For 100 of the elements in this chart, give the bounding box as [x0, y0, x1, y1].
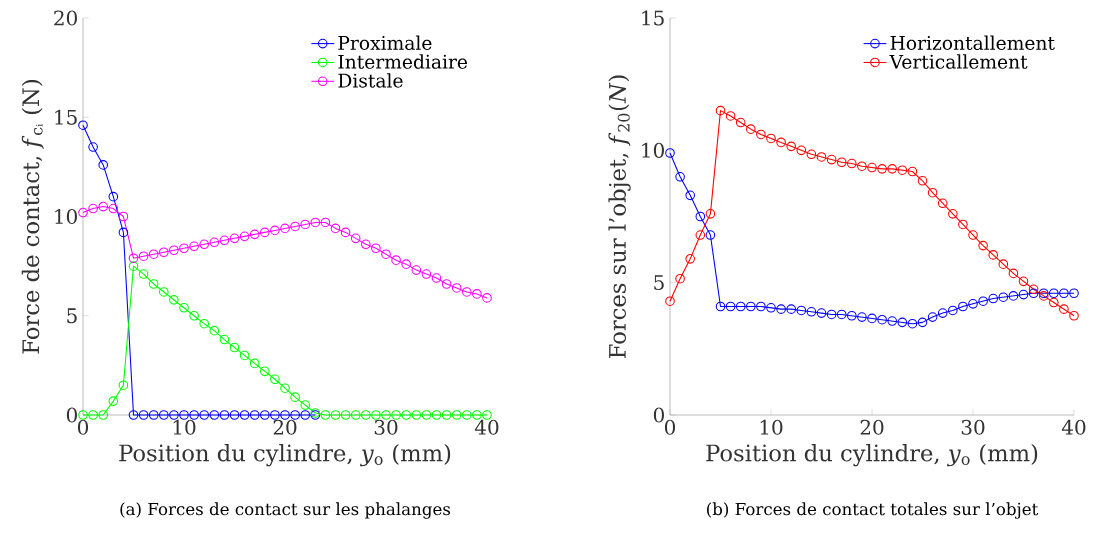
point — [229, 410, 240, 420]
point — [350, 410, 361, 420]
x-tick-label: 0 — [77, 419, 89, 435]
point — [209, 237, 220, 248]
y-tick-label: 0 — [653, 407, 664, 423]
point — [290, 221, 300, 232]
point — [78, 120, 88, 130]
point — [451, 283, 462, 293]
point — [756, 301, 766, 312]
point — [735, 301, 746, 312]
point — [675, 273, 685, 284]
point — [675, 172, 685, 182]
point — [1069, 310, 1079, 321]
point — [958, 219, 968, 230]
point — [685, 254, 696, 264]
point — [482, 410, 492, 420]
point — [907, 318, 918, 329]
point — [159, 410, 169, 420]
point — [229, 233, 240, 244]
legend-label: Distale — [338, 73, 403, 88]
point — [381, 249, 391, 260]
point — [128, 253, 139, 263]
point — [128, 261, 139, 271]
point — [1049, 288, 1059, 299]
point — [978, 240, 988, 251]
point — [927, 312, 938, 322]
point — [159, 287, 169, 297]
point — [330, 223, 341, 234]
point — [715, 105, 726, 116]
point — [816, 308, 827, 318]
point — [340, 227, 351, 238]
point — [847, 310, 857, 321]
x-tick-label: 10 — [760, 419, 783, 435]
point — [371, 243, 381, 254]
point — [421, 410, 432, 420]
point — [1018, 289, 1029, 300]
point — [300, 400, 311, 410]
point — [998, 292, 1009, 303]
point — [472, 410, 482, 420]
point — [280, 410, 290, 420]
point — [411, 410, 422, 420]
point — [189, 410, 199, 420]
point — [169, 245, 179, 256]
point — [249, 358, 260, 369]
point — [280, 223, 290, 234]
point — [260, 410, 270, 420]
point — [179, 243, 189, 254]
point — [189, 310, 199, 321]
point — [897, 165, 908, 175]
point — [685, 190, 696, 201]
point — [98, 410, 109, 420]
point — [451, 410, 462, 420]
point — [705, 230, 716, 240]
point — [897, 317, 908, 328]
point — [249, 410, 260, 420]
point — [169, 410, 179, 420]
point — [776, 304, 786, 314]
point — [927, 187, 938, 198]
point — [725, 111, 736, 121]
point — [826, 154, 837, 165]
point — [665, 148, 675, 158]
point — [907, 166, 918, 177]
point — [746, 301, 756, 312]
point — [867, 162, 877, 173]
point — [118, 380, 129, 391]
point — [786, 304, 797, 314]
point — [836, 157, 847, 168]
point — [229, 342, 240, 353]
point — [239, 410, 250, 420]
point — [786, 141, 797, 152]
legend-label: Horizontallement — [890, 35, 1055, 50]
y-tick-label: 15 — [55, 109, 77, 125]
point — [1069, 288, 1079, 299]
point — [695, 211, 706, 222]
point — [441, 410, 452, 420]
point — [431, 410, 442, 420]
point — [270, 374, 280, 385]
point — [887, 316, 898, 326]
point — [249, 229, 260, 240]
y-tick-label: 20 — [54, 10, 77, 26]
point — [118, 227, 129, 238]
point — [1028, 288, 1039, 299]
point — [715, 301, 726, 312]
point — [199, 410, 210, 420]
point — [766, 303, 776, 313]
x-axis-title: Position du cylindre, y$_{o}$ (mm) — [706, 443, 1038, 467]
point — [361, 239, 371, 250]
legend-label: Verticallement — [889, 54, 1028, 69]
point — [887, 164, 898, 174]
point — [695, 230, 706, 240]
point — [877, 314, 887, 325]
point — [401, 410, 412, 420]
x-tick-label: 20 — [273, 419, 297, 435]
point — [290, 392, 300, 402]
point — [138, 269, 149, 279]
point — [98, 160, 109, 170]
legend-label: Intermediaire — [338, 54, 468, 69]
point — [937, 198, 948, 209]
x-tick-label: 30 — [374, 419, 398, 435]
point — [756, 129, 766, 140]
